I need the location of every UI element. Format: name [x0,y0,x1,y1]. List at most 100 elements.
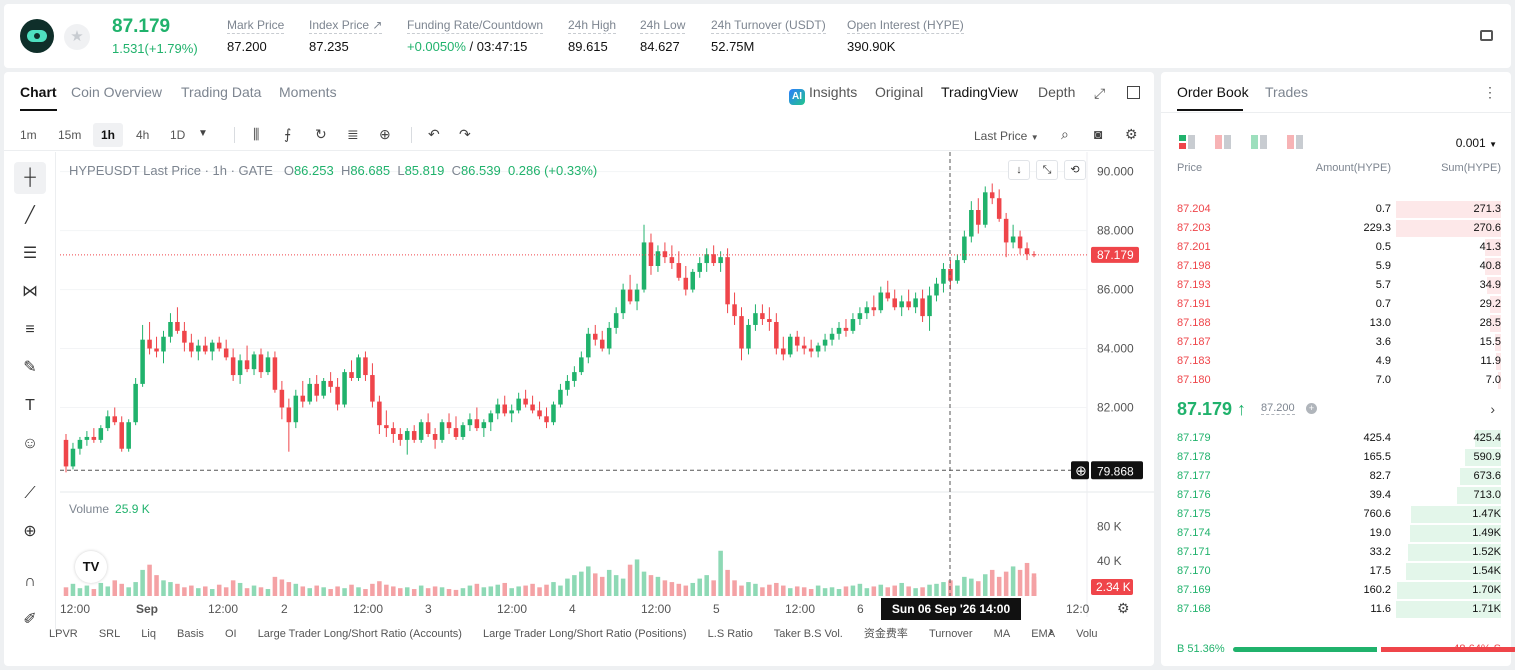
indicator-turnover[interactable]: Turnover [928,628,973,640]
tab-moments[interactable]: Moments [279,84,337,100]
ask-row[interactable]: 87.201 0.5 41.3 [1161,238,1511,257]
tradingview-logo-icon[interactable]: TV [75,551,107,583]
fib-tool-icon[interactable]: ☰ [22,245,38,262]
tab-trading-data[interactable]: Trading Data [181,84,262,100]
ask-row[interactable]: 87.198 5.9 40.8 [1161,257,1511,276]
bid-row[interactable]: 87.175 760.6 1.47K [1161,505,1511,524]
interval-1m[interactable]: 1m [20,128,37,142]
zoom-in-icon[interactable]: ⊕ [23,523,37,540]
stat-label[interactable]: 24h Turnover (USDT) [711,18,826,34]
interval-1h[interactable]: 1h [93,123,124,147]
ask-row[interactable]: 87.183 4.9 11.9 [1161,352,1511,371]
gear-icon[interactable]: ⚙ [1125,126,1138,142]
indicator-srl[interactable]: SRL [98,628,121,640]
indicator-ls-ratio[interactable]: L.S Ratio [707,628,753,640]
stat-label[interactable]: Index Price ↗ [309,18,383,34]
indicator-lpvr[interactable]: LPVR [49,628,78,640]
view-tradingview[interactable]: TradingView [941,84,1019,100]
reset-view-icon[interactable]: ⟲ [1064,160,1086,180]
bid-row[interactable]: 87.178 165.5 590.9 [1161,448,1511,467]
ask-row[interactable]: 87.191 0.7 29.2 [1161,295,1511,314]
precision-select[interactable]: 0.001 ▼ [1456,136,1497,150]
bid-row[interactable]: 87.169 160.2 1.70K [1161,581,1511,600]
favorite-star-icon[interactable]: ★ [64,24,90,50]
bid-row[interactable]: 87.177 82.7 673.6 [1161,467,1511,486]
bid-row[interactable]: 87.176 39.4 713.0 [1161,486,1511,505]
x-tick-label: Sep [136,602,158,616]
ask-row[interactable]: 87.193 5.7 34.9 [1161,276,1511,295]
view-bids-icon[interactable] [1251,135,1267,149]
view-depth[interactable]: Depth [1038,84,1076,100]
text-tool-icon[interactable]: T [25,397,35,414]
bid-row[interactable]: 87.171 33.2 1.52K [1161,543,1511,562]
indicator-basis[interactable]: Basis [177,628,204,640]
chevron-down-icon[interactable]: ▼ [198,128,208,139]
interval-1d[interactable]: 1D [170,128,186,142]
interval-15m[interactable]: 15m [58,128,82,142]
view-both-icon[interactable] [1179,135,1195,149]
bid-row[interactable]: 87.174 19.0 1.49K [1161,524,1511,543]
indicator-lt-positions[interactable]: Large Trader Long/Short Ratio (Positions… [482,628,687,640]
volume-bar [586,566,591,596]
price-type-select[interactable]: Last Price ▼ [974,129,1039,143]
stat-label[interactable]: Mark Price [227,18,285,34]
more-menu-icon[interactable]: ⋮ [1483,84,1497,100]
redo-icon[interactable]: ↷ [459,126,471,142]
stat-label[interactable]: Open Interest (HYPE) [847,18,964,34]
ask-row[interactable]: 87.203 229.3 270.6 [1161,219,1511,238]
view-split-icon[interactable] [1287,135,1303,149]
trend-line-tool-icon[interactable]: ╱ [25,207,35,224]
chevron-right-icon[interactable]: › [1049,624,1053,638]
pattern-tool-icon[interactable]: ⋈ [22,283,38,300]
interval-4h[interactable]: 4h [136,128,150,142]
ask-row[interactable]: 87.188 13.0 28.5 [1161,314,1511,333]
view-original[interactable]: Original [875,84,924,100]
templates-icon[interactable]: ≣ [347,126,359,142]
ruler-tool-icon[interactable]: ⟋ [24,485,36,502]
magnet-icon[interactable]: ∩ [24,573,36,590]
scroll-down-icon[interactable]: ↓ [1008,160,1030,180]
emoji-tool-icon[interactable]: ☺ [21,435,39,452]
tab-coin-overview[interactable]: Coin Overview [71,84,163,100]
indicators-icon[interactable]: ⨍ [284,126,292,142]
brush-tool-icon[interactable]: ✎ [23,359,37,376]
volume-bar [767,584,772,596]
crosshair-tool-icon[interactable]: ┼ [14,162,46,194]
candle-type-icon[interactable]: ⫼ [253,126,260,142]
tab-order-book[interactable]: Order Book [1177,84,1249,111]
replay-icon[interactable]: ↻ [315,126,327,142]
indicator-taker-vol[interactable]: Taker B.S Vol. [773,628,843,640]
camera-icon[interactable]: ◙ [1094,126,1103,142]
window-icon[interactable] [1127,86,1140,99]
projection-tool-icon[interactable]: ≡ [25,321,35,338]
chart-settings-icon[interactable]: ⚙ [1117,600,1130,616]
bid-row[interactable]: 87.170 17.5 1.54K [1161,562,1511,581]
tab-trades[interactable]: Trades [1265,84,1309,100]
ask-row[interactable]: 87.180 7.0 7.0 [1161,371,1511,390]
contract-info-icon[interactable] [1480,30,1493,41]
indicator-liq[interactable]: Liq [141,628,156,640]
indicator-volume[interactable]: Volu [1076,628,1098,640]
pencil-lock-icon[interactable]: ✐ [23,611,37,628]
fullscreen-icon[interactable]: ⤢ [1094,85,1106,101]
indicator-lt-accounts[interactable]: Large Trader Long/Short Ratio (Accounts) [257,628,462,640]
ask-row[interactable]: 87.204 0.7 271.3 [1161,200,1511,219]
ask-row[interactable]: 87.187 3.6 15.5 [1161,333,1511,352]
view-asks-icon[interactable] [1215,135,1231,149]
bid-row[interactable]: 87.179 425.4 425.4 [1161,429,1511,448]
indicator-ema[interactable]: EMA [1031,628,1056,640]
price-chart[interactable]: 90.000 88.000 86.000 84.000 82.000 80 K 40 K 12… [4,72,1154,666]
stat-label[interactable]: Funding Rate/Countdown [407,18,544,34]
indicator-ma[interactable]: MA [993,628,1011,640]
symbol-label[interactable]: HYPEUSDT Last Price · 1h · GATE [69,163,273,178]
bid-row[interactable]: 87.168 11.6 1.71K [1161,600,1511,619]
add-alert-icon[interactable]: ⊕ [379,126,391,142]
search-icon[interactable]: ⌕ [1061,126,1069,142]
collapse-icon[interactable]: ⤡ [1036,160,1058,180]
insights-button[interactable]: AI Insights [789,84,857,105]
tab-chart[interactable]: Chart [20,84,57,111]
undo-icon[interactable]: ↶ [428,126,440,142]
indicator-funding-rate[interactable]: 资金费率 [863,628,908,640]
indicator-oi[interactable]: OI [225,628,237,640]
chevron-right-icon[interactable]: › [1490,401,1495,417]
